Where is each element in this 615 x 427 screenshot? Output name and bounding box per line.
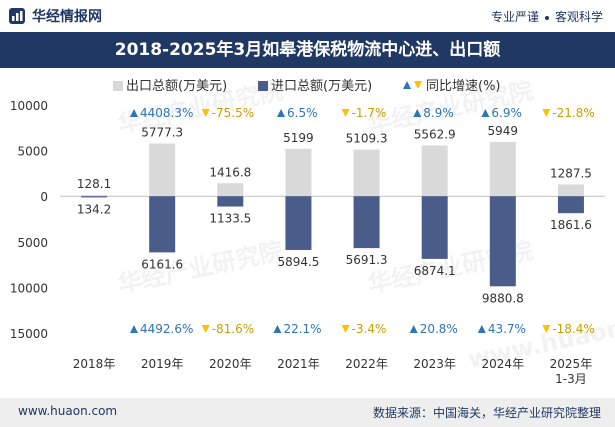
export-growth-label: 8.9% (423, 106, 454, 120)
legend-label-import: 进口总额(万美元) (271, 79, 372, 94)
slogan-a: 专业严谨 (490, 10, 539, 24)
brand-logo-icon (9, 8, 25, 24)
export-data-label: 1287.5 (550, 166, 592, 180)
import-bar (421, 196, 448, 259)
export-bar (217, 183, 244, 197)
export-growth-label: -75.5% (212, 106, 254, 120)
export-up-triangle-icon (481, 109, 490, 117)
y-tick-label: 15000 (10, 327, 48, 341)
x-tick-label: 1-3月 (555, 372, 587, 386)
export-data-label: 5777.3 (141, 126, 183, 140)
export-down-triangle-icon (542, 109, 551, 117)
export-bar (81, 195, 108, 197)
import-up-triangle-icon (409, 325, 418, 333)
import-bar (557, 196, 584, 214)
import-growth-label: -81.6% (212, 322, 254, 336)
import-down-triangle-icon (201, 325, 210, 333)
legend-label-export: 出口总额(万美元) (126, 79, 227, 94)
slogan-dot-icon (544, 15, 549, 20)
import-data-label: 5691.3 (346, 253, 388, 267)
x-tick-label: 2022年 (345, 357, 388, 371)
legend-label-growth: 同比增速(%) (426, 79, 501, 94)
export-growth-label: 6.9% (491, 106, 521, 120)
export-down-triangle-icon (341, 109, 350, 117)
y-tick-label: 5000 (17, 145, 48, 159)
import-growth-label: 43.7% (488, 322, 526, 336)
x-tick-label: 2024年 (482, 357, 525, 371)
import-growth-label: 20.8% (420, 322, 458, 336)
x-tick-label: 2020年 (209, 357, 252, 371)
x-tick-label: 2019年 (141, 357, 184, 371)
slogan-b: 客观科学 (554, 10, 603, 24)
export-bar (149, 143, 176, 197)
import-bar (285, 196, 312, 250)
export-down-triangle-icon (201, 109, 210, 117)
import-data-label: 134.2 (77, 202, 111, 216)
export-bar (557, 184, 584, 197)
export-growth-label: 4408.3% (140, 106, 193, 120)
export-growth-label: 6.5% (287, 106, 318, 120)
export-up-triangle-icon (277, 109, 286, 117)
top-bar: 华经情报网 专业严谨 客观科学 (0, 0, 615, 32)
y-tick-label: 0 (40, 190, 48, 204)
export-growth-label: -1.7% (352, 106, 387, 120)
import-bar (149, 196, 176, 253)
import-bar (81, 196, 108, 198)
import-growth-label: 22.1% (283, 322, 321, 336)
import-data-label: 9880.8 (482, 291, 524, 305)
import-down-triangle-icon (542, 325, 551, 333)
y-tick-label: 10000 (10, 281, 48, 295)
export-data-label: 5949 (488, 124, 519, 138)
footer-source: 数据来源：中国海关，华经产业研究院整理 (372, 406, 601, 420)
export-up-triangle-icon (129, 109, 138, 117)
import-up-triangle-icon (477, 325, 486, 333)
title-bar (0, 32, 615, 68)
export-bar (489, 141, 516, 197)
chart-title: 2018-2025年3月如皋港保税物流中心进、出口额 (114, 40, 501, 60)
import-growth-label: 4492.6% (140, 322, 193, 336)
brand: 华经情报网 (8, 6, 102, 26)
export-data-label: 5562.9 (414, 127, 456, 141)
legend-swatch-export (113, 81, 123, 91)
footer: www.huaon.com 数据来源：中国海关，华经产业研究院整理 (0, 398, 615, 427)
export-data-label: 5109.3 (346, 132, 388, 146)
y-tick-label: 5000 (17, 236, 48, 250)
import-up-triangle-icon (129, 325, 138, 333)
x-tick-label: 2023年 (413, 357, 456, 371)
legend-down-triangle-icon (414, 81, 422, 89)
y-tick-label: 10000 (10, 99, 48, 113)
import-data-label: 6874.1 (414, 264, 456, 278)
import-down-triangle-icon (341, 325, 350, 333)
import-up-triangle-icon (273, 325, 282, 333)
export-bar (285, 148, 312, 197)
export-data-label: 1416.8 (209, 165, 251, 179)
legend-swatch-import (258, 81, 268, 91)
import-data-label: 6161.6 (141, 257, 183, 271)
export-bar (421, 145, 448, 197)
export-up-triangle-icon (413, 109, 422, 117)
export-data-label: 128.1 (77, 177, 111, 191)
import-bar (217, 196, 244, 207)
export-growth-label: -21.8% (552, 106, 594, 120)
x-tick-label: 2021年 (277, 357, 320, 371)
import-growth-label: -3.4% (352, 322, 387, 336)
import-data-label: 1861.6 (550, 218, 592, 232)
brand-name: 华经情报网 (32, 9, 102, 25)
legend-up-triangle-icon (403, 81, 411, 89)
import-growth-label: -18.4% (552, 322, 594, 336)
import-bar (489, 196, 516, 287)
import-data-label: 5894.5 (277, 255, 319, 269)
export-data-label: 5199 (283, 131, 314, 145)
footer-website: www.huaon.com (18, 404, 118, 418)
slogan: 专业严谨 客观科学 (491, 8, 603, 25)
x-tick-label: 2018年 (73, 357, 116, 371)
import-data-label: 1133.5 (209, 212, 251, 226)
export-bar (353, 149, 380, 197)
x-tick-label: 2025年 (550, 357, 593, 371)
import-bar (353, 196, 380, 249)
